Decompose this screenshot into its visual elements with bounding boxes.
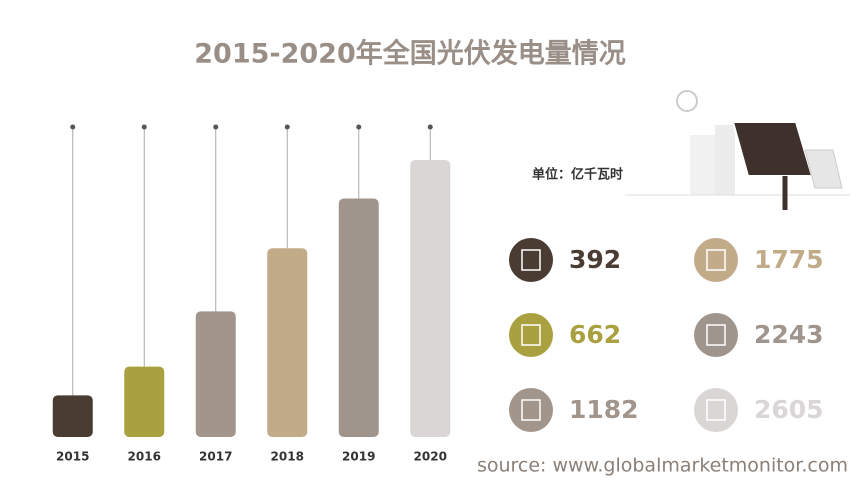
x-tick-label: 2015 bbox=[56, 450, 89, 464]
legend-icon bbox=[694, 388, 738, 432]
pin-dot bbox=[141, 124, 147, 130]
pin-dot bbox=[70, 124, 76, 130]
legend-icon-glyph bbox=[706, 399, 726, 421]
chart-title: 2015-2020年全国光伏发电量情况 bbox=[194, 38, 626, 70]
value-label: 1182 bbox=[569, 395, 639, 424]
bar bbox=[338, 198, 379, 437]
x-tick-label: 2019 bbox=[342, 450, 375, 464]
solar-illustration bbox=[625, 90, 850, 210]
bar bbox=[410, 160, 451, 437]
pin-dot bbox=[427, 124, 433, 130]
unit-label: 单位：亿千瓦时 bbox=[532, 167, 623, 183]
legend-icon bbox=[694, 238, 738, 282]
legend-icon bbox=[509, 388, 553, 432]
legend-icon bbox=[694, 313, 738, 357]
x-tick-label: 2018 bbox=[271, 450, 304, 464]
x-tick-label: 2020 bbox=[414, 450, 447, 464]
value-label: 2605 bbox=[754, 395, 824, 424]
bar bbox=[52, 395, 93, 437]
x-tick-label: 2017 bbox=[199, 450, 232, 464]
value-label: 662 bbox=[569, 320, 621, 349]
bar bbox=[267, 248, 308, 437]
legend-icon-glyph bbox=[521, 249, 541, 271]
x-tick-label: 2016 bbox=[128, 450, 161, 464]
value-label: 392 bbox=[569, 245, 621, 274]
legend-icon-glyph bbox=[706, 249, 726, 271]
legend-icon bbox=[509, 313, 553, 357]
legend-icon-glyph bbox=[521, 324, 541, 346]
value-label: 1775 bbox=[754, 245, 824, 274]
pin-dot bbox=[284, 124, 290, 130]
source: source: www.globalmarketmonitor.com bbox=[477, 455, 848, 477]
legend-icon bbox=[509, 238, 553, 282]
pin-dot bbox=[213, 124, 219, 130]
bar bbox=[195, 311, 236, 437]
value-label: 2243 bbox=[754, 320, 824, 349]
pin-dot bbox=[356, 124, 362, 130]
legend-icon-glyph bbox=[521, 399, 541, 421]
bar bbox=[124, 366, 165, 437]
legend-icon-glyph bbox=[706, 324, 726, 346]
